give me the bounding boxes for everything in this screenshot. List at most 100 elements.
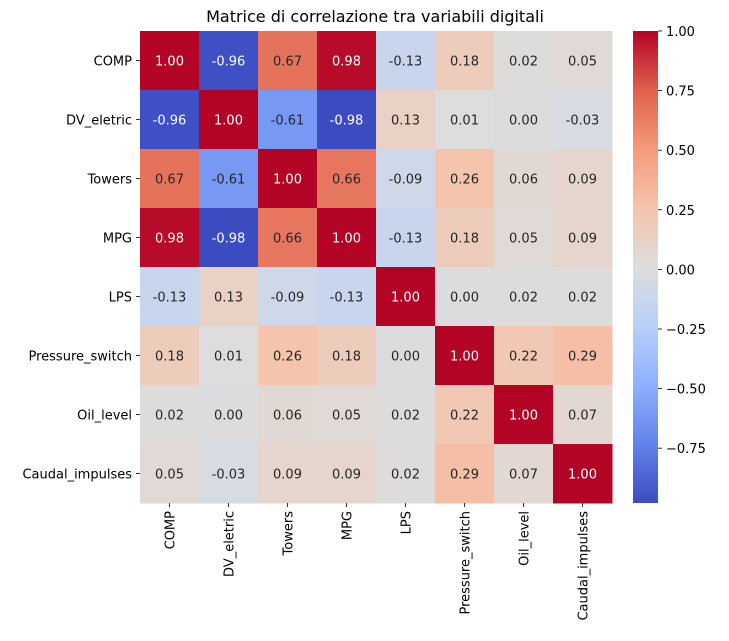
heatmap-cell xyxy=(140,385,200,445)
heatmap-cell xyxy=(258,149,318,209)
heatmap-cell xyxy=(376,90,436,150)
heatmap-cell xyxy=(140,90,200,150)
row-label: Oil_level xyxy=(77,409,132,424)
column-label: Caudal_impulses xyxy=(577,511,592,621)
cell-value-label: 0.02 xyxy=(568,291,597,306)
colorbar-tick-label: 0.50 xyxy=(666,144,695,159)
heatmap-cell xyxy=(435,267,495,327)
heatmap-cell xyxy=(376,444,436,504)
colorbar-gradient xyxy=(633,31,658,503)
cell-value-label: 0.67 xyxy=(273,55,302,70)
cell-value-label: 0.67 xyxy=(155,173,184,188)
heatmap-cell xyxy=(317,444,377,504)
heatmap-cell xyxy=(376,208,436,268)
cell-value-label: -0.96 xyxy=(212,55,246,70)
cell-value-label: -0.13 xyxy=(330,291,364,306)
heatmap-cell xyxy=(553,444,613,504)
cell-value-label: 0.66 xyxy=(273,232,302,247)
column-label: MPG xyxy=(341,511,356,540)
heatmap-cell xyxy=(317,208,377,268)
heatmap-cell xyxy=(317,90,377,150)
colorbar-tick-label: 0.00 xyxy=(666,263,695,278)
colorbar-tick-label: −0.75 xyxy=(666,442,706,457)
column-labels: COMP DV_eletric Towers MPG LPS Pressure_switc… xyxy=(164,503,592,621)
heatmap-cell xyxy=(258,444,318,504)
row-label: COMP xyxy=(94,55,133,70)
heatmap-cell xyxy=(317,326,377,386)
cell-value-label: 0.26 xyxy=(273,350,302,365)
heatmap-cell xyxy=(258,208,318,268)
heatmap-cell xyxy=(199,208,259,268)
heatmap-cell xyxy=(553,208,613,268)
cell-value-label: 0.00 xyxy=(214,409,243,424)
heatmap-cell xyxy=(199,385,259,445)
row-label: Caudal_impulses xyxy=(22,468,132,483)
heatmap-cell xyxy=(494,208,554,268)
cell-value-label: -0.96 xyxy=(153,114,187,129)
cell-value-label: 0.06 xyxy=(273,409,302,424)
heatmap-cell xyxy=(140,31,200,91)
cell-value-label: -0.13 xyxy=(389,55,423,70)
cell-value-label: 0.98 xyxy=(155,232,184,247)
cell-value-label: 0.66 xyxy=(332,173,361,188)
cell-value-label: 0.02 xyxy=(155,409,184,424)
heatmap-cell xyxy=(553,149,613,209)
colorbar-tick-label: −0.50 xyxy=(666,383,706,398)
row-labels: COMP DV_eletric Towers MPG LPS Pressure_switc… xyxy=(22,55,140,483)
cell-value-label: -0.61 xyxy=(271,114,305,129)
cell-value-label: 1.00 xyxy=(273,173,302,188)
cell-value-label: 1.00 xyxy=(214,114,243,129)
row-label: Towers xyxy=(87,173,133,188)
cell-value-label: 1.00 xyxy=(509,409,538,424)
cell-value-label: 0.01 xyxy=(450,114,479,129)
cell-value-label: 0.22 xyxy=(450,409,479,424)
cell-value-label: 0.05 xyxy=(332,409,361,424)
cell-value-label: 0.07 xyxy=(568,409,597,424)
heatmap-cell xyxy=(317,149,377,209)
heatmap-cell xyxy=(199,326,259,386)
heatmap-cell xyxy=(435,31,495,91)
row-label: LPS xyxy=(109,291,132,306)
colorbar-tick-label: 0.25 xyxy=(666,204,695,219)
cell-value-label: 0.29 xyxy=(568,350,597,365)
heatmap-cell xyxy=(553,267,613,327)
cell-value-label: 0.07 xyxy=(509,468,538,483)
heatmap-cell xyxy=(199,267,259,327)
heatmap-cell xyxy=(258,31,318,91)
heatmap-cell xyxy=(553,90,613,150)
cell-value-label: 0.18 xyxy=(332,350,361,365)
cell-value-label: 0.09 xyxy=(273,468,302,483)
column-label: LPS xyxy=(400,511,415,534)
heatmap-cell xyxy=(494,326,554,386)
row-label: DV_eletric xyxy=(66,114,132,129)
cell-value-label: 0.29 xyxy=(450,468,479,483)
chart-title: Matrice di correlazione tra variabili di… xyxy=(206,7,544,26)
heatmap-cell xyxy=(199,149,259,209)
heatmap-cell xyxy=(199,90,259,150)
heatmap-cell xyxy=(553,326,613,386)
row-label: MPG xyxy=(103,232,132,247)
heatmap-cell xyxy=(435,90,495,150)
heatmap-cell xyxy=(435,149,495,209)
cell-value-label: 0.18 xyxy=(450,55,479,70)
colorbar: 1.00 0.75 0.50 0.25 0.00 −0.25 −0.50 −0.75 xyxy=(633,25,706,503)
heatmap-cell xyxy=(494,149,554,209)
cell-value-label: 0.00 xyxy=(509,114,538,129)
heatmap-cell xyxy=(494,90,554,150)
cell-value-label: 0.26 xyxy=(450,173,479,188)
heatmap-cell xyxy=(317,267,377,327)
heatmap-cell xyxy=(435,326,495,386)
cell-value-label: 0.02 xyxy=(509,55,538,70)
cell-value-label: -0.98 xyxy=(330,114,364,129)
cell-value-label: -0.09 xyxy=(271,291,305,306)
heatmap-cells: 1.00 -0.96 0.67 0.98 -0.13 0.18 0.02 0.05 -0.96 1… xyxy=(140,31,613,504)
heatmap-cell xyxy=(199,31,259,91)
colorbar-tick-label: 0.75 xyxy=(666,85,695,100)
cell-value-label: 1.00 xyxy=(568,468,597,483)
cell-value-label: 0.05 xyxy=(509,232,538,247)
heatmap-cell xyxy=(494,31,554,91)
cell-value-label: 0.02 xyxy=(391,409,420,424)
heatmap-cell xyxy=(376,31,436,91)
heatmap-cell xyxy=(258,385,318,445)
cell-value-label: -0.13 xyxy=(389,232,423,247)
